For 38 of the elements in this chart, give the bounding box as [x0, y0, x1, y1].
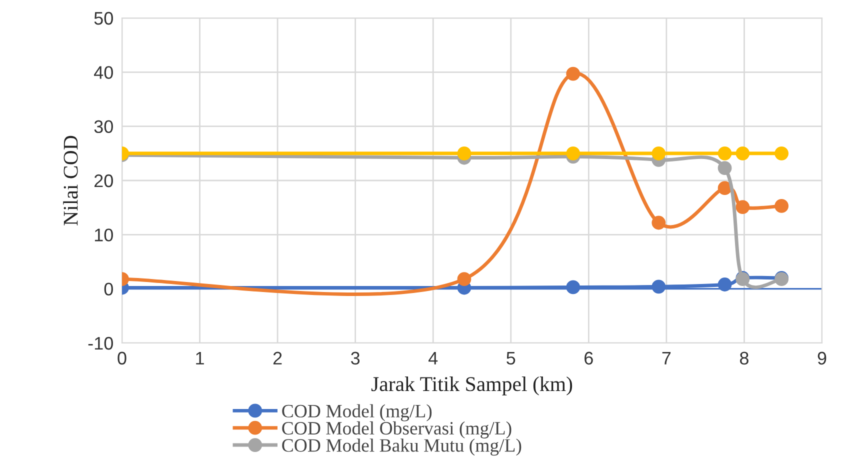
point [457, 146, 472, 160]
x-tick-label: 4 [428, 352, 438, 364]
y-tick-label: 10 [94, 228, 113, 242]
legend-label: COD Model Observasi (mg/L) [282, 421, 512, 438]
point [718, 278, 732, 292]
point [566, 280, 580, 294]
x-tick-label: 3 [351, 352, 360, 365]
point [652, 146, 666, 160]
x-tick-label: 8 [740, 352, 748, 365]
y-tick-label: 40 [94, 66, 113, 79]
y-tick-label: 20 [94, 174, 113, 188]
point [736, 200, 750, 214]
x-tick-label: 5 [506, 352, 516, 365]
point [652, 280, 666, 294]
x-tick-label: 1 [196, 352, 204, 364]
point [652, 216, 666, 230]
x-axis-title: Jarak Titik Sampel (km) [371, 376, 572, 396]
x-tick-label: 2 [273, 352, 282, 364]
legend-label: COD Model (mg/L) [282, 404, 432, 422]
point [718, 146, 732, 160]
x-tick-label: 6 [584, 352, 593, 365]
y-tick-label: -10 [88, 336, 113, 350]
point [774, 146, 788, 160]
point [457, 272, 472, 286]
x-tick-label: 7 [662, 352, 671, 364]
y-tick-label: 0 [104, 282, 113, 296]
legend-label: COD Model Baku Mutu (mg/L) [282, 438, 522, 456]
point [566, 66, 580, 81]
y-tick-label: 50 [94, 12, 113, 25]
y-axis-title: Nilai COD [63, 136, 78, 226]
point [774, 199, 788, 213]
y-tick-label: 30 [94, 120, 113, 134]
x-tick-label: 9 [818, 352, 826, 365]
point [718, 181, 732, 196]
point [718, 161, 732, 175]
point [736, 146, 750, 160]
point [566, 146, 580, 160]
x-tick-label: 0 [118, 352, 126, 365]
